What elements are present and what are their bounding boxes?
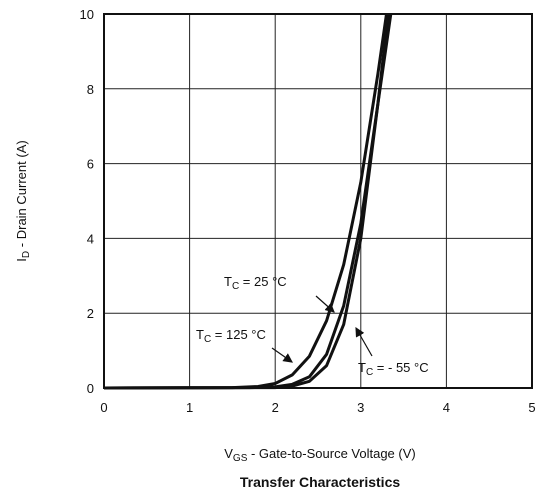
plot-frame xyxy=(103,13,533,389)
y-tick-label: 0 xyxy=(87,381,94,396)
y-tick-label: 4 xyxy=(87,231,94,246)
tick-labels: 0 1 2 3 4 5 0 2 4 6 8 10 xyxy=(80,7,536,415)
annotation-sub: C xyxy=(204,334,211,345)
annotation-main: T xyxy=(224,274,232,289)
x-tick-label: 2 xyxy=(272,400,279,415)
annotation-label: TC = - 55 °C xyxy=(358,360,429,378)
annotation-label: TC = 25 °C xyxy=(224,274,287,292)
annotation-arrow xyxy=(315,295,335,313)
annotations: TC = 25 °CTC = 125 °CTC = - 55 °C xyxy=(196,274,429,378)
annotation-rest: = 125 °C xyxy=(211,327,266,342)
annotation-sub: C xyxy=(366,367,373,378)
annotation-sub: C xyxy=(232,281,239,292)
x-tick-label: 0 xyxy=(100,400,107,415)
x-axis-label: VGS - Gate-to-Source Voltage (V) xyxy=(224,446,415,464)
y-tick-label: 8 xyxy=(87,82,94,97)
y-tick-label: 2 xyxy=(87,306,94,321)
y-axis-label: ID - Drain Current (A) xyxy=(14,140,32,261)
x-tick-label: 3 xyxy=(357,400,364,415)
x-tick-label: 1 xyxy=(186,400,193,415)
annotation-label: TC = 125 °C xyxy=(196,327,266,345)
chart-title: Transfer Characteristics xyxy=(240,474,401,490)
grid xyxy=(103,13,533,389)
annotation-rest: = 25 °C xyxy=(239,274,286,289)
annotation-main: T xyxy=(358,360,366,375)
y-tick-label: 6 xyxy=(87,157,94,172)
y-tick-label: 10 xyxy=(80,7,94,22)
annotation-rest: = - 55 °C xyxy=(373,360,428,375)
annotation-arrow xyxy=(271,347,293,363)
annotation-arrow xyxy=(355,326,373,357)
x-tick-label: 5 xyxy=(528,400,535,415)
x-tick-label: 4 xyxy=(443,400,450,415)
annotation-main: T xyxy=(196,327,204,342)
